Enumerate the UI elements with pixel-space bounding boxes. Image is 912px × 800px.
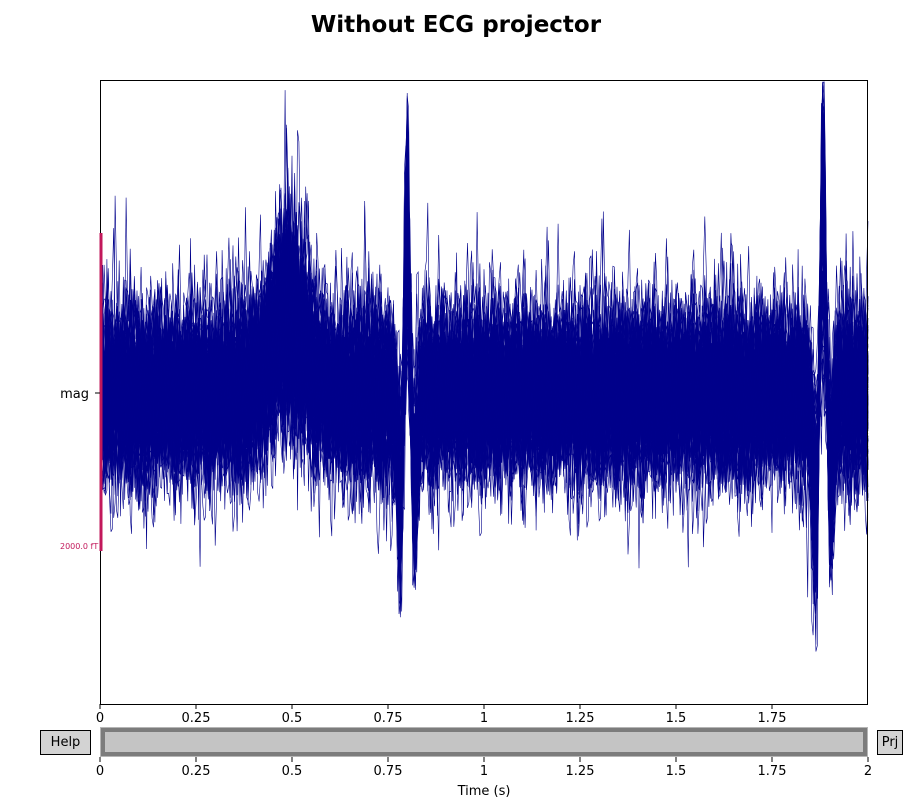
x-tick-label: 0.5 bbox=[282, 711, 303, 726]
x-tick-label: 1 bbox=[480, 711, 488, 726]
x-tick-label: 1.25 bbox=[566, 764, 595, 779]
mag-trace bbox=[99, 271, 869, 501]
x-tick-label: 1.5 bbox=[666, 764, 687, 779]
x-tick-label: 0.75 bbox=[374, 711, 403, 726]
trace-group bbox=[99, 81, 869, 652]
x-tick-label: 0.5 bbox=[282, 764, 303, 779]
x-tick-label: 2 bbox=[864, 764, 872, 779]
time-scrollbar[interactable] bbox=[100, 727, 868, 757]
chart-title: Without ECG projector bbox=[310, 12, 602, 38]
x-axis-label: Time (s) bbox=[457, 784, 511, 799]
x-axis-top: 0 0.25 0.5 0.75 1 1.25 1.5 1.75 bbox=[96, 704, 787, 726]
x-tick-label: 1.75 bbox=[758, 711, 787, 726]
channel-label-mag: mag bbox=[60, 387, 89, 402]
x-tick-label: 1.75 bbox=[758, 764, 787, 779]
projectors-button[interactable]: Prj bbox=[877, 730, 903, 755]
mag-trace bbox=[99, 200, 869, 528]
x-tick-label: 0 bbox=[96, 711, 104, 726]
x-tick-label: 0.75 bbox=[374, 764, 403, 779]
mag-trace bbox=[99, 189, 869, 520]
scrollbar-thumb[interactable] bbox=[100, 727, 868, 757]
x-tick-label: 1.5 bbox=[666, 711, 687, 726]
x-axis-bottom: 0 0.25 0.5 0.75 1 1.25 1.5 1.75 2 bbox=[96, 757, 872, 779]
x-tick-label: 1 bbox=[480, 764, 488, 779]
help-button[interactable]: Help bbox=[40, 730, 91, 755]
x-tick-label: 1.25 bbox=[566, 711, 595, 726]
scale-bar-label: 2000.0 fT bbox=[60, 542, 98, 551]
mag-trace bbox=[99, 145, 869, 555]
x-tick-label: 0.25 bbox=[182, 764, 211, 779]
x-tick-label: 0 bbox=[96, 764, 104, 779]
x-tick-label: 0.25 bbox=[182, 711, 211, 726]
